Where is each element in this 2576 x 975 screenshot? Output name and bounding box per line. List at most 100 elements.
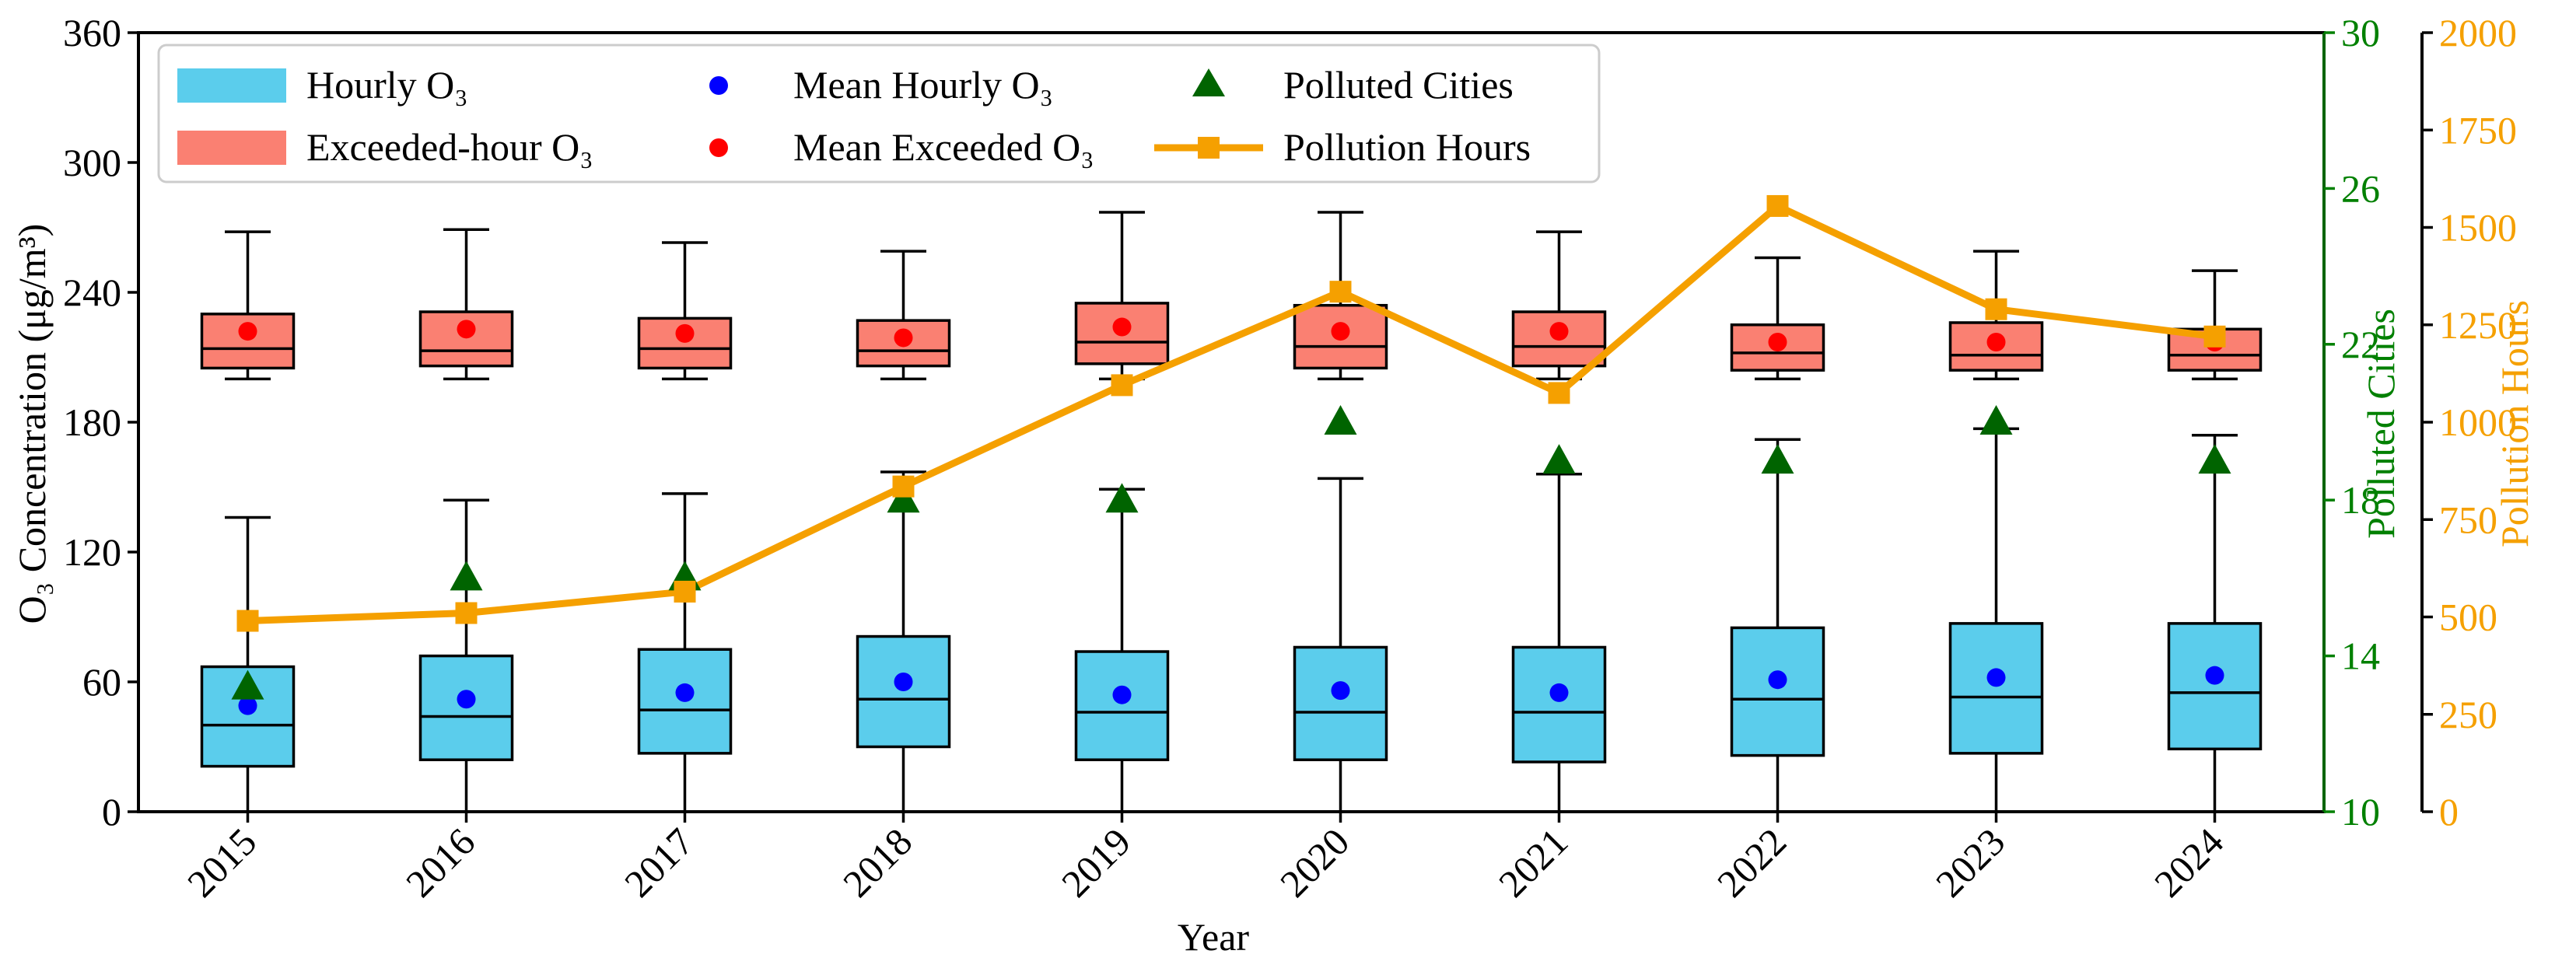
exceeded-o3-box [1948, 250, 2044, 381]
hourly-o3-box [1511, 473, 1607, 813]
exceeded-o3-box [1511, 230, 1607, 381]
pollution-hours-point [1111, 374, 1133, 397]
legend-label: Exceeded-hour O₃ [306, 125, 593, 169]
polluted-cities-tick-label: 10 [2341, 790, 2380, 833]
legend-label: Mean Exceeded O₃ [793, 125, 1094, 169]
exceeded-o3-box [637, 241, 733, 381]
hourly-o3-iqr [1074, 650, 1170, 761]
hourly-o3-box [637, 492, 733, 813]
hourly-o3-iqr [1730, 626, 1825, 757]
y-tick-label: 360 [63, 11, 121, 54]
mean-exceeded-o3-point [894, 328, 913, 348]
pollution-hours-axis-label: Pollution Hours [2493, 300, 2536, 547]
pollution-hours-tick-label: 500 [2439, 596, 2497, 639]
legend-triangle-swatch [1192, 68, 1225, 96]
mean-hourly-o3-point [1331, 681, 1350, 701]
legend-square-swatch [1198, 137, 1220, 159]
exceeded-o3-box [856, 250, 951, 381]
mean-hourly-o3-point [1549, 683, 1569, 702]
legend-item: Pollution Hours [1154, 125, 1531, 169]
polluted-cities-point [1105, 483, 1139, 513]
pollution-hours-point [236, 610, 259, 632]
y-tick-label: 0 [102, 790, 121, 833]
hourly-o3-iqr [1293, 645, 1388, 761]
legend-item: Hourly O₃ [177, 63, 468, 107]
hourly-o3-box [1730, 438, 1825, 813]
exceeded-o3-box [1074, 211, 1170, 381]
exceeded-o3-box [2167, 269, 2263, 381]
exceeded-o3-box [1730, 256, 1825, 381]
polluted-cities-point [2198, 444, 2231, 474]
polluted-cities-tick-label: 26 [2341, 166, 2380, 210]
hourly-o3-box [856, 470, 951, 813]
pollution-hours-tick-label: 1250 [2439, 303, 2517, 347]
polluted-cities-tick-label: 18 [2341, 478, 2380, 522]
polluted-cities-point [1542, 444, 1576, 474]
mean-hourly-o3-point [1986, 668, 2006, 687]
pollution-hours-point [674, 580, 696, 603]
hourly-o3-box [1293, 477, 1388, 813]
mean-hourly-o3-point [1768, 670, 1787, 690]
polluted-cities-point [1324, 405, 1357, 435]
mean-exceeded-o3-point [1331, 322, 1350, 341]
hourly-o3-iqr [856, 634, 951, 749]
pollution-hours-point [1766, 194, 1789, 217]
exceeded-o3-iqr [1730, 323, 1825, 372]
y-tick-label: 180 [63, 400, 121, 444]
polluted-cities-axis-label: Polluted Cities [2359, 309, 2403, 539]
pollution-hours-tick-label: 1000 [2439, 400, 2517, 444]
exceeded-o3-box [1293, 211, 1388, 381]
x-tick-label: 2017 [616, 819, 702, 905]
hourly-o3-box [200, 515, 296, 813]
legend-dot-swatch [709, 138, 728, 157]
pollution-hours-point [1548, 382, 1570, 404]
mean-exceeded-o3-point [1549, 322, 1569, 341]
legend-patch-swatch [177, 131, 286, 165]
pollution-hours-tick-label: 2000 [2439, 11, 2517, 54]
y-tick-label: 120 [63, 530, 121, 574]
hourly-o3-box [2167, 433, 2263, 813]
legend-item: Exceeded-hour O₃ [177, 125, 593, 169]
legend-item: Polluted Cities [1192, 63, 1514, 107]
mean-hourly-o3-point [2205, 666, 2224, 685]
y-tick-label: 300 [63, 141, 121, 184]
polluted-cities-point [887, 483, 920, 513]
exceeded-o3-box [200, 230, 296, 381]
mean-exceeded-o3-point [1768, 333, 1787, 352]
mean-exceeded-o3-point [1986, 333, 2006, 352]
hourly-o3-box [1948, 427, 2044, 813]
mean-exceeded-o3-point [457, 320, 476, 339]
legend-dot-swatch [709, 76, 728, 95]
polluted-cities-point [231, 669, 264, 700]
polluted-cities-point [1979, 405, 2013, 435]
polluted-cities-tick-label: 14 [2341, 634, 2380, 678]
polluted-cities-point [450, 561, 483, 591]
pollution-hours-point [1329, 281, 1352, 303]
hourly-o3-iqr [1511, 645, 1607, 764]
mean-exceeded-o3-point [238, 322, 257, 341]
pollution-hours-tick-label: 0 [2439, 790, 2459, 833]
x-tick-label: 2023 [1927, 819, 2013, 905]
pollution-hours-line [247, 202, 2216, 625]
x-tick-label: 2020 [1272, 819, 1357, 905]
pollution-hours-point [2203, 325, 2226, 348]
exceeded-o3-iqr [1948, 321, 2044, 372]
mean-hourly-o3-point [238, 696, 257, 715]
y-axis-label: O₃ Concentration (μg/m³) [10, 224, 54, 624]
pollution-hours-tick-label: 1500 [2439, 206, 2517, 250]
y-tick-label: 60 [82, 660, 121, 704]
box-groups [200, 211, 2263, 813]
pollution-hours-tick-label: 250 [2439, 693, 2497, 736]
x-tick-label: 2018 [835, 819, 920, 905]
pollution-hours-tick-label: 750 [2439, 498, 2497, 541]
mean-exceeded-o3-point [1112, 317, 1132, 337]
mean-hourly-o3-point [1112, 685, 1132, 704]
y-tick-label: 240 [63, 271, 121, 314]
x-tick-label: 2016 [397, 819, 483, 905]
exceeded-o3-box [418, 228, 514, 381]
polluted-cities-tick-label: 30 [2341, 11, 2380, 54]
pollution-hours-point [892, 475, 915, 498]
x-tick-label: 2022 [1709, 819, 1794, 905]
legend-item: Mean Hourly O₃ [709, 63, 1053, 107]
legend-label: Polluted Cities [1283, 63, 1514, 107]
